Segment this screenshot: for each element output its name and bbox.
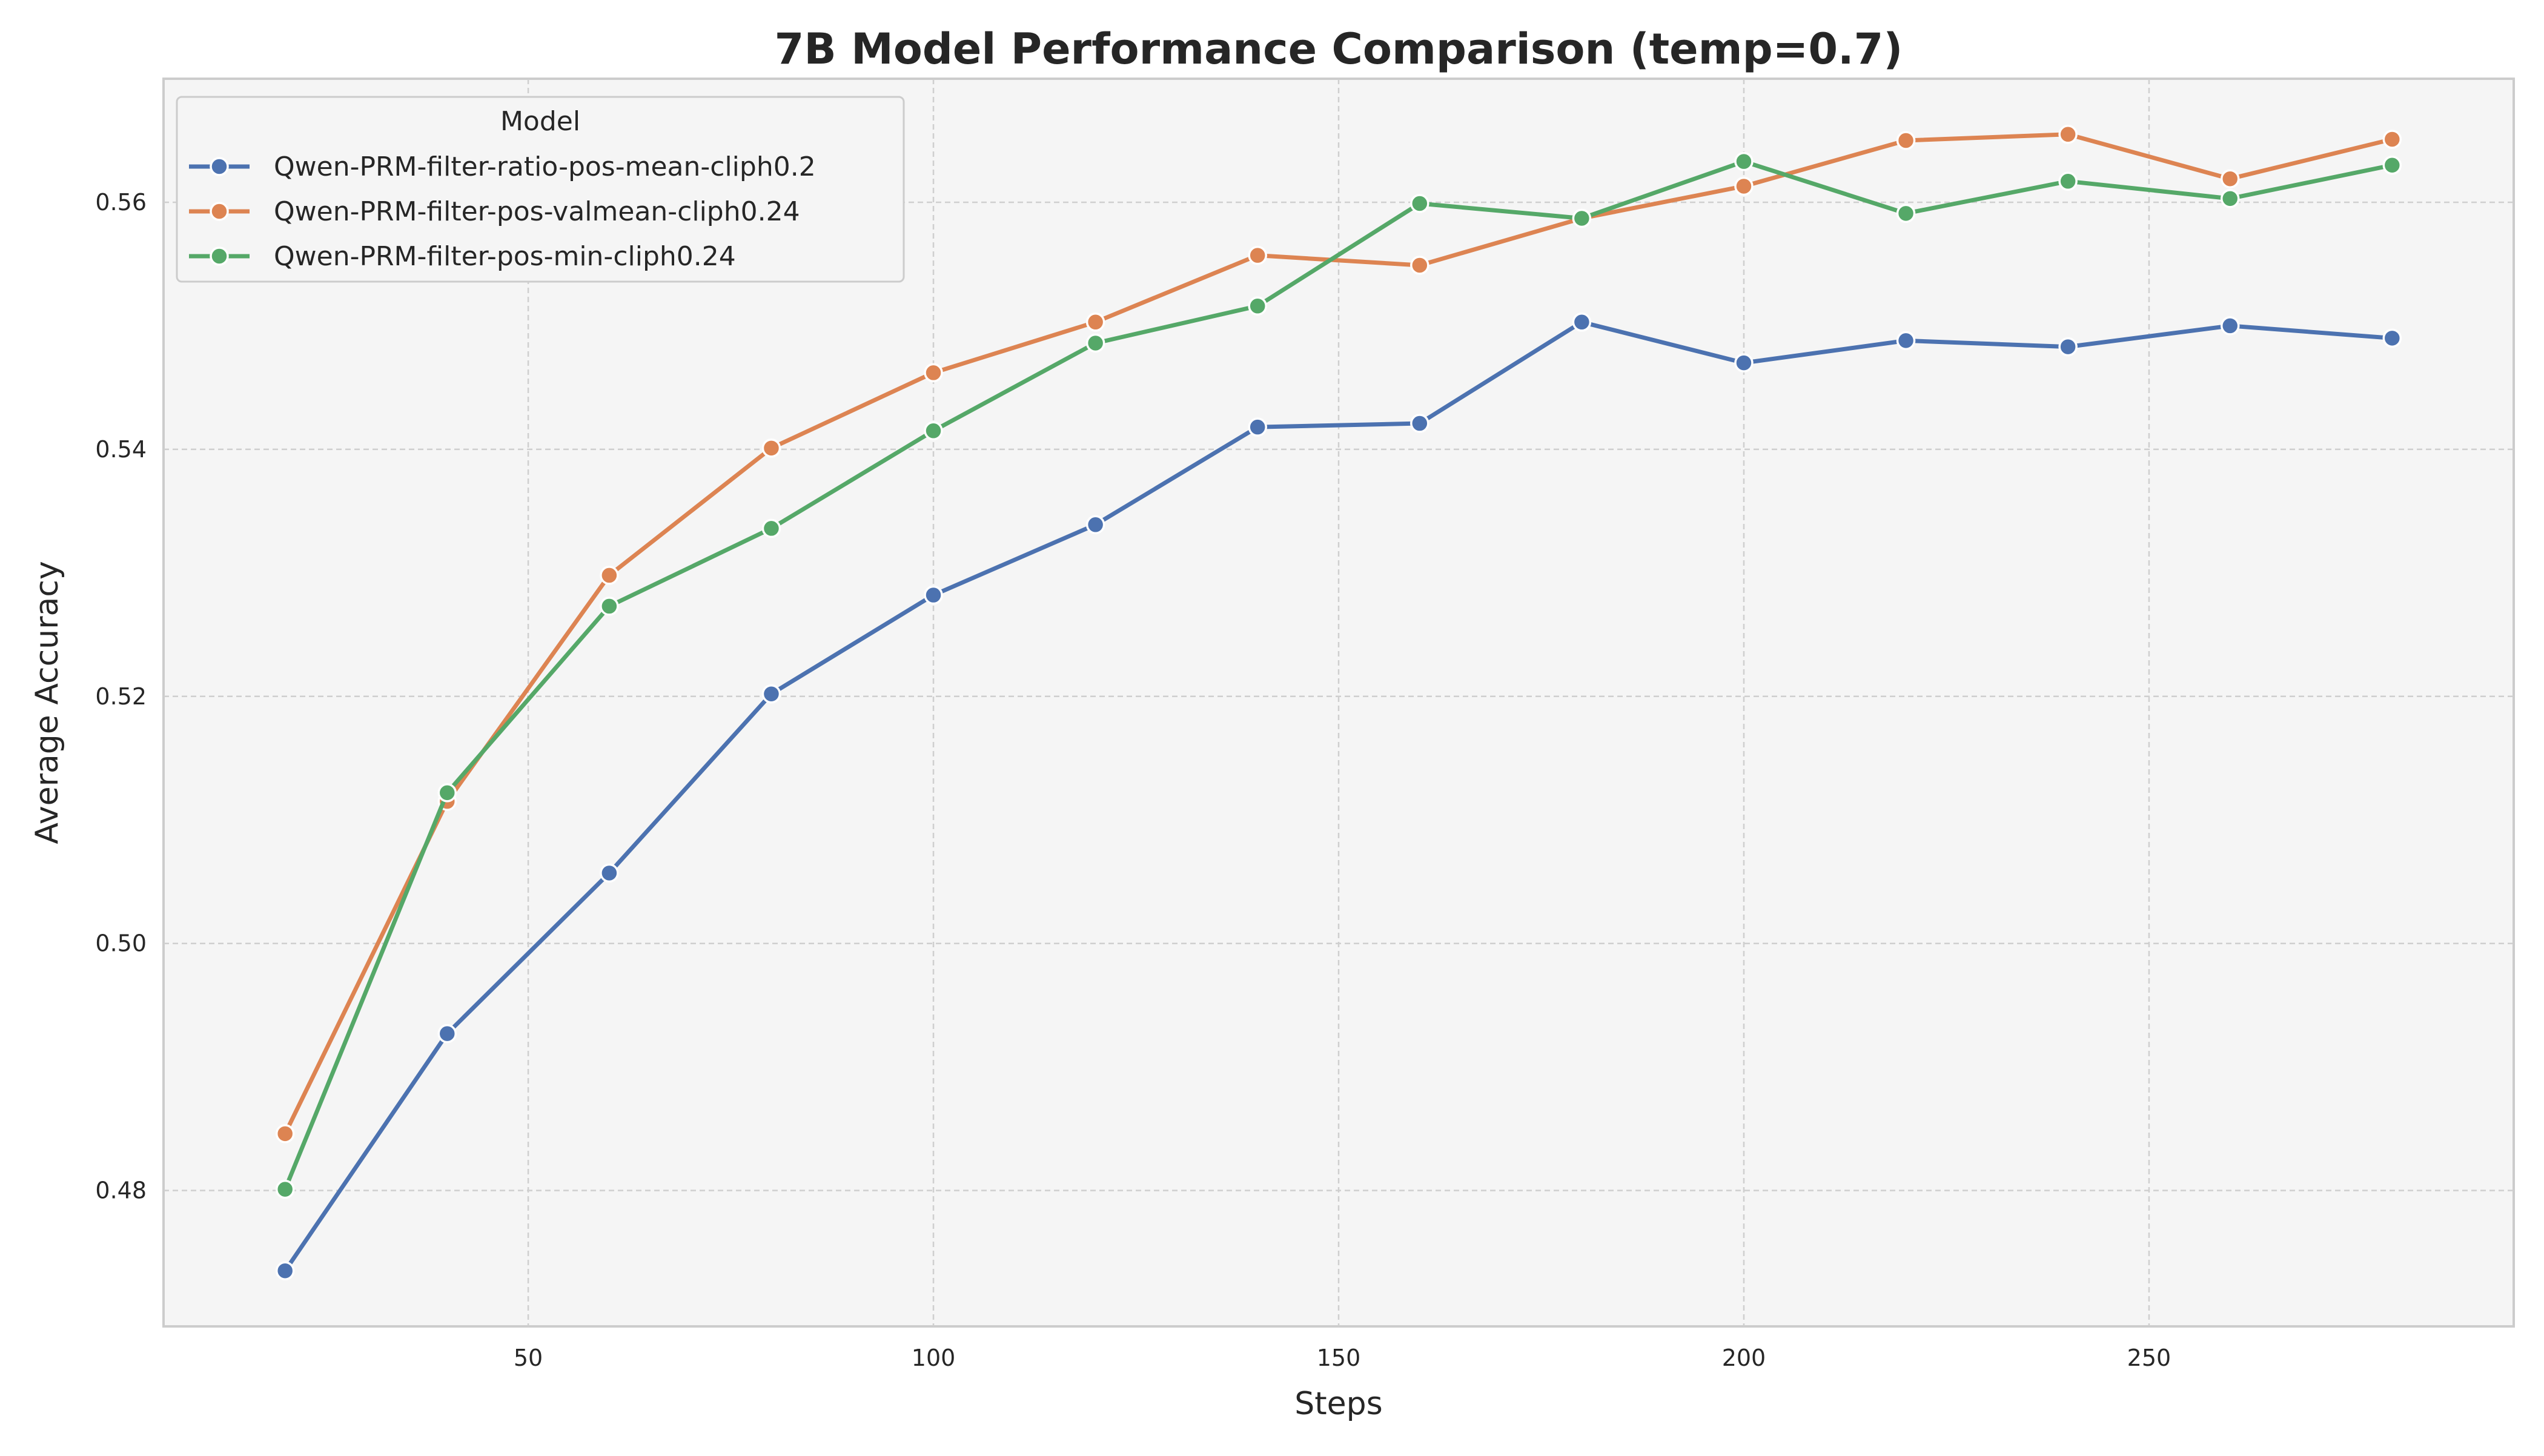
data-point [2382,328,2402,348]
data-point [2220,169,2240,188]
legend-title: Model [500,106,580,137]
x-tick-label: 150 [1317,1345,1361,1371]
data-point [600,597,619,616]
data-point [437,783,457,802]
data-point [1410,414,1429,433]
data-point [600,863,619,883]
data-point [761,438,781,458]
y-tick-label: 0.56 [95,189,147,216]
data-point [1734,151,1754,171]
legend: Model Qwen-PRM-filter-ratio-pos-mean-cli… [176,96,905,283]
data-point [1248,296,1267,316]
data-point [1896,204,1916,223]
data-point [1410,256,1429,275]
x-axis-label: Steps [1294,1386,1383,1422]
data-point [924,363,943,383]
data-point [1085,515,1105,535]
data-point [1734,176,1754,196]
legend-box [176,96,905,283]
data-point [924,585,943,605]
data-point [1085,333,1105,353]
data-point [761,518,781,538]
data-point [2382,130,2402,149]
data-point [2058,171,2078,191]
data-point [1572,313,1592,332]
data-point [1734,353,1754,372]
data-series [275,125,2402,1280]
data-point [2382,156,2402,175]
data-point [924,421,943,441]
data-point [1248,245,1267,265]
data-point [2220,316,2240,336]
legend-label: Qwen-PRM-filter-pos-valmean-cliph0.24 [274,196,800,227]
y-tick-label: 0.50 [95,930,147,957]
data-point [275,1261,295,1280]
data-point [275,1124,295,1143]
legend-item: Qwen-PRM-filter-ratio-pos-mean-cliph0.2 [189,151,816,182]
data-point [275,1179,295,1199]
grid-lines [164,79,2514,1326]
data-point [761,684,781,704]
data-point [2058,125,2078,144]
data-point [1896,131,1916,150]
x-tick-label: 50 [514,1345,543,1371]
data-point [1410,194,1429,213]
series-line [283,320,2394,1273]
series-group [275,313,2402,1280]
y-tick-label: 0.48 [95,1177,147,1204]
data-point [1896,331,1916,351]
y-axis-label: Average Accuracy [29,561,65,844]
legend-swatch-marker [210,202,229,221]
chart-title: 7B Model Performance Comparison (temp=0.… [775,24,1903,74]
x-tick-label: 200 [1722,1345,1766,1371]
x-tick-label: 100 [912,1345,956,1371]
legend-item: Qwen-PRM-filter-pos-min-cliph0.24 [189,241,736,272]
legend-item: Qwen-PRM-filter-pos-valmean-cliph0.24 [189,196,800,227]
data-point [1572,208,1592,228]
legend-label: Qwen-PRM-filter-pos-min-cliph0.24 [274,241,736,272]
data-point [1248,417,1267,437]
data-point [1085,313,1105,332]
y-tick-label: 0.52 [95,683,147,710]
data-point [2058,337,2078,357]
y-tick-label: 0.54 [95,436,147,463]
data-point [2220,189,2240,208]
data-point [437,1024,457,1044]
series-line [283,159,2394,1192]
legend-swatch-marker [210,247,229,266]
series-group [275,151,2402,1199]
legend-swatch-marker [210,157,229,176]
axes: 50 100 150 200 250 0.48 0.50 0.52 0.54 0.56 [95,189,2171,1371]
data-point [600,566,619,585]
series-line [283,132,2394,1136]
x-tick-label: 250 [2127,1345,2171,1371]
legend-label: Qwen-PRM-filter-ratio-pos-mean-cliph0.2 [274,151,816,182]
